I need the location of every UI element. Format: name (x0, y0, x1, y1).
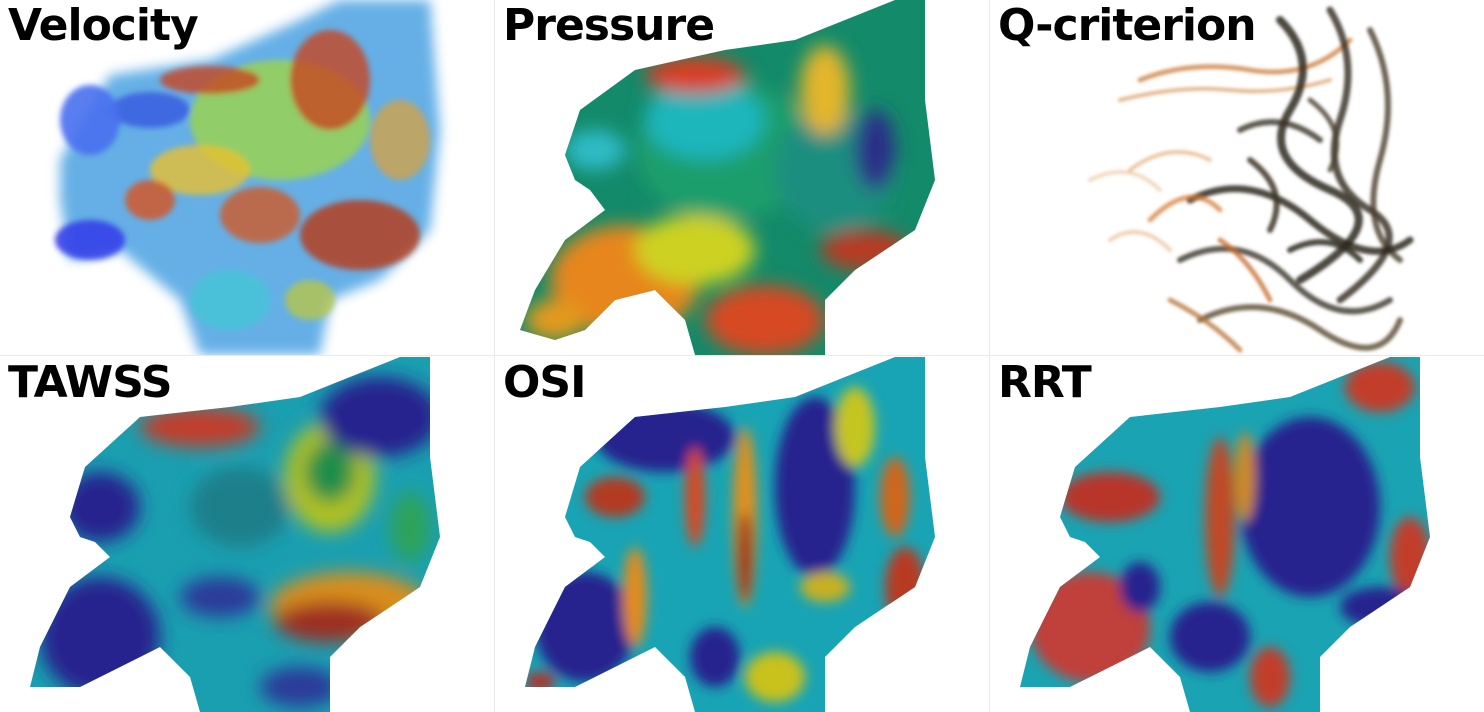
panel-label: RRT (998, 357, 1092, 408)
rrt-render (1020, 357, 1430, 712)
tawss-render (30, 357, 440, 712)
panel-label: TAWSS (8, 357, 173, 408)
panel-label: Q-criterion (998, 0, 1257, 51)
panel-tawss: TAWSS (0, 357, 494, 712)
velocity-render (55, 0, 440, 355)
q-criterion-render (1088, 6, 1414, 353)
panel-pressure: Pressure (495, 0, 989, 355)
vertical-divider (494, 0, 495, 712)
panel-label: Pressure (503, 0, 715, 51)
osi-render (525, 357, 935, 712)
panel-label: OSI (503, 357, 586, 408)
pressure-render (520, 0, 935, 355)
vertical-divider (989, 0, 990, 712)
panel-label: Velocity (8, 0, 199, 51)
horizontal-divider (0, 355, 1484, 356)
panel-q-criterion: Q-criterion (990, 0, 1484, 355)
panel-velocity: Velocity (0, 0, 494, 355)
panel-rrt: RRT (990, 357, 1484, 712)
panel-osi: OSI (495, 357, 989, 712)
